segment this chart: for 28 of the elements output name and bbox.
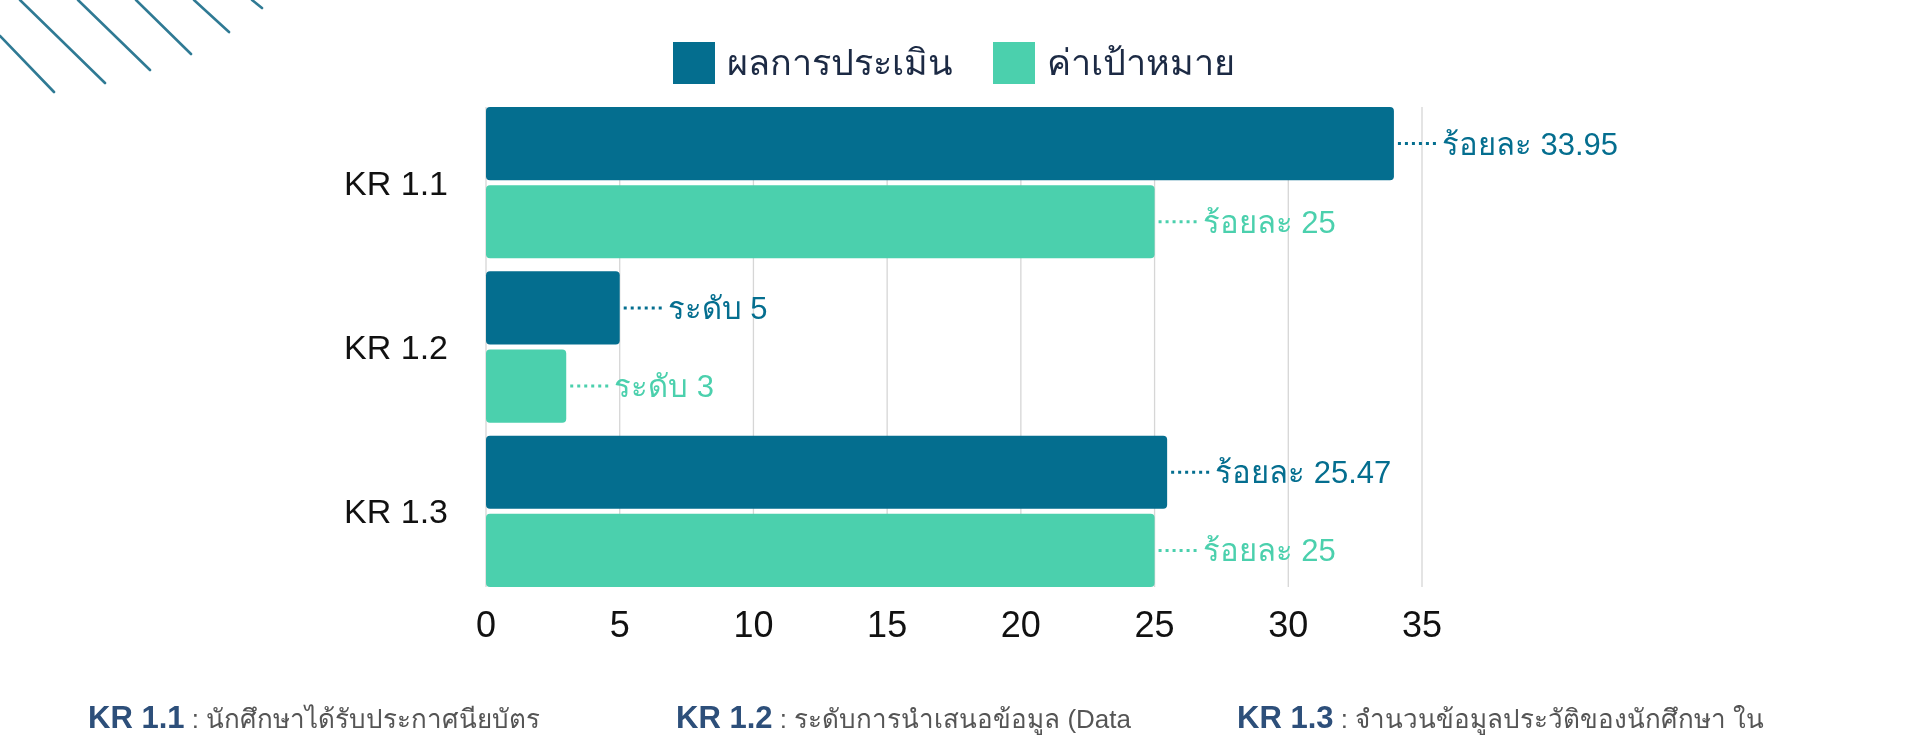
x-tick-label: 0	[475, 604, 497, 645]
text: KR 1.3 : จำนวนข้อมูลประวัติของนักศึกษา ใน	[1237, 700, 1765, 735]
data-label: ร้อยละ 33.95	[1441, 126, 1619, 162]
data-label: ร้อยละ 25.47	[1215, 455, 1392, 491]
x-tick-label: 20	[1000, 604, 1041, 645]
x-tick-label: 10	[733, 604, 774, 645]
x-tick-label: 5	[609, 604, 630, 645]
legend-label: ค่าเป้าหมาย	[1047, 42, 1235, 83]
bar	[486, 271, 620, 345]
data-label: ระดับ 5	[667, 290, 768, 326]
y-tick-label: KR 1.2	[344, 328, 448, 366]
bar	[486, 349, 567, 423]
bar	[486, 513, 1155, 587]
data-label: ร้อยละ 25	[1202, 533, 1336, 569]
x-tick-label: 30	[1268, 604, 1309, 645]
bar	[486, 107, 1394, 181]
bar	[486, 185, 1155, 259]
data-label: ร้อยละ 25	[1202, 204, 1336, 240]
text: KR 1.1 : นักศึกษาได้รับประกาศนียบัตร	[88, 700, 541, 735]
text: KR 1.2 : ระดับการนำเสนอข้อมูล (Data	[676, 700, 1132, 735]
x-tick-label: 15	[867, 604, 908, 645]
data-label: ระดับ 3	[614, 369, 715, 405]
legend-label: ผลการประเมิน	[727, 42, 953, 83]
x-tick-label: 25	[1134, 604, 1175, 645]
bar	[486, 435, 1168, 509]
y-tick-label: KR 1.3	[344, 492, 448, 531]
y-tick-label: KR 1.1	[344, 163, 448, 202]
x-tick-label: 35	[1401, 604, 1443, 645]
